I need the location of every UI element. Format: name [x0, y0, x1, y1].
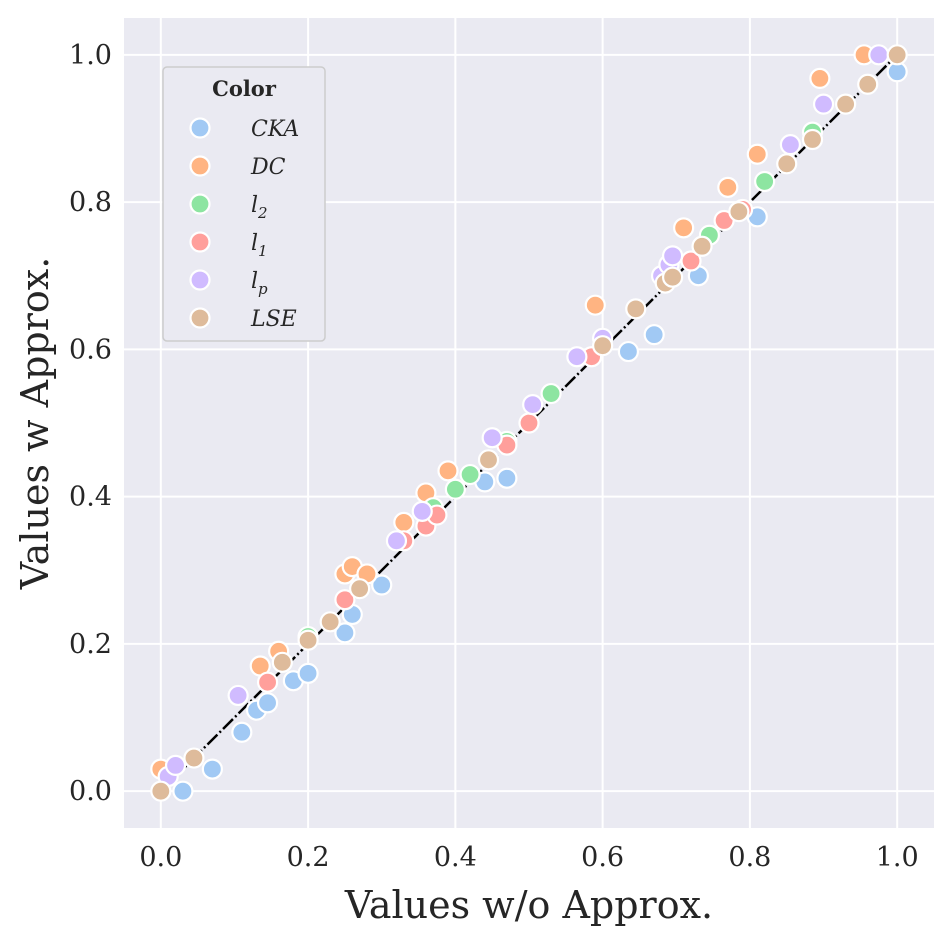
data-point	[801, 128, 824, 151]
data-point	[625, 298, 647, 320]
x-tick-label: 0.2	[287, 842, 330, 873]
y-tick-labels: 0.0 0.2 0.4 0.6 0.8 1.0	[69, 40, 112, 807]
y-tick-label: 0.6	[69, 334, 112, 365]
legend-items: CKA DC l2 l1 lp LSE	[189, 117, 299, 332]
data-point	[231, 721, 253, 743]
data-point	[566, 346, 588, 368]
data-point	[673, 217, 695, 239]
x-tick-label: 1.0	[876, 842, 919, 873]
series-lse	[150, 44, 908, 802]
data-point	[164, 754, 187, 777]
data-point	[393, 511, 415, 534]
data-point	[809, 67, 831, 89]
legend-item-lse: LSE	[189, 307, 297, 332]
data-point	[643, 324, 665, 346]
data-point	[334, 589, 356, 611]
y-tick-label: 0.8	[69, 187, 112, 218]
data-point	[522, 393, 544, 416]
data-point	[201, 758, 223, 780]
legend: Color CKA DC l2 l1 lp LSE	[162, 66, 326, 342]
data-point	[227, 684, 249, 707]
legend-label: l1	[251, 231, 268, 260]
data-point	[592, 335, 614, 357]
data-point	[256, 671, 279, 693]
data-point	[886, 44, 908, 66]
data-point	[297, 629, 319, 651]
data-point	[584, 294, 606, 316]
legend-marker	[189, 231, 211, 253]
y-axis-title: Values w Approx.	[13, 257, 57, 591]
legend-label: lp	[251, 269, 268, 298]
data-point	[835, 93, 857, 115]
data-point	[385, 530, 408, 552]
y-tick-label: 1.0	[69, 40, 112, 71]
data-point	[496, 467, 518, 489]
data-point	[518, 412, 540, 434]
legend-label: LSE	[250, 307, 297, 332]
legend-item-lp: lp	[189, 269, 268, 298]
data-points	[150, 44, 908, 802]
legend-box	[162, 66, 326, 342]
legend-label: CKA	[251, 117, 299, 142]
legend-item-cka: CKA	[189, 117, 299, 142]
data-point	[150, 780, 172, 802]
data-point	[717, 176, 739, 198]
data-point	[411, 500, 433, 522]
data-point	[183, 747, 205, 769]
data-point	[172, 780, 194, 802]
grid	[124, 18, 934, 828]
legend-marker	[189, 193, 211, 215]
data-point	[661, 266, 684, 288]
legend-marker	[189, 269, 211, 291]
data-point	[444, 478, 466, 500]
data-point	[319, 611, 341, 633]
x-axis-title: Values w/o Approx.	[344, 883, 713, 927]
x-tick-label: 0.6	[581, 842, 624, 873]
legend-marker	[189, 307, 211, 329]
data-point	[661, 245, 684, 267]
legend-marker	[189, 155, 211, 177]
y-tick-label: 0.0	[69, 776, 112, 807]
x-tick-labels: 0.0 0.2 0.4 0.6 0.8 1.0	[139, 842, 918, 873]
data-point	[297, 662, 319, 684]
data-point	[271, 651, 293, 673]
legend-title: Color	[212, 76, 277, 101]
x-tick-label: 0.8	[728, 842, 771, 873]
data-point	[868, 44, 890, 66]
data-point	[477, 449, 500, 471]
data-point	[349, 578, 371, 600]
data-point	[256, 692, 279, 714]
legend-label: l2	[251, 193, 268, 222]
data-point	[617, 340, 640, 363]
data-point	[779, 134, 802, 156]
legend-item-l2: l2	[189, 193, 268, 222]
x-tick-label: 0.0	[139, 842, 182, 873]
legend-marker	[189, 117, 211, 139]
legend-label: DC	[250, 155, 286, 180]
data-point	[857, 73, 879, 95]
data-point	[459, 463, 481, 486]
data-point	[540, 382, 562, 405]
series-dc	[150, 44, 875, 780]
data-point	[334, 622, 356, 644]
data-point	[691, 235, 713, 257]
data-point	[776, 153, 798, 175]
x-tick-label: 0.4	[434, 842, 477, 873]
legend-item-dc: DC	[189, 155, 286, 180]
data-point	[812, 93, 835, 115]
data-point	[481, 427, 503, 449]
data-point	[371, 574, 393, 596]
legend-item-l1: l1	[189, 231, 268, 260]
y-tick-label: 0.4	[69, 482, 112, 513]
data-point	[754, 170, 776, 193]
data-point	[728, 201, 750, 223]
y-tick-label: 0.2	[69, 629, 112, 660]
data-point	[437, 460, 459, 482]
series-cka	[172, 61, 908, 802]
data-point	[746, 143, 768, 165]
series-lp	[157, 44, 890, 788]
